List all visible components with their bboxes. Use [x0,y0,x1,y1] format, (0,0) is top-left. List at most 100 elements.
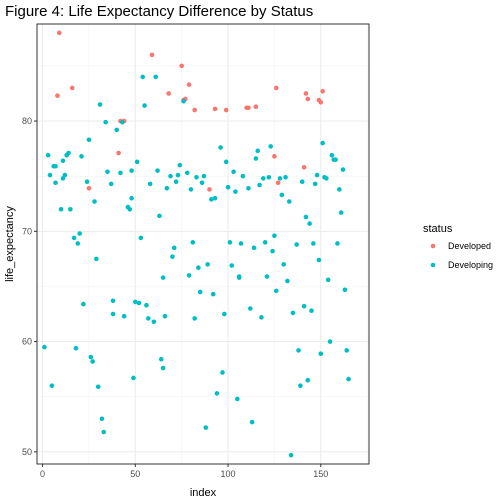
point-developing [88,354,94,360]
point-developing [197,289,203,295]
point-developing [108,181,114,187]
point-developing [266,174,272,180]
point-developing [333,157,338,162]
point-developing [134,159,140,165]
point-developing [158,356,164,362]
point-developing [247,306,253,311]
point-developing [231,169,236,175]
point-developing [286,199,292,204]
point-developing [162,313,168,319]
point-developing [209,197,214,202]
point-developing [49,383,55,389]
point-developing [338,210,344,215]
panel-border [36,23,370,465]
point-developing [337,187,342,192]
point-developing [186,273,192,278]
point-developed [275,180,281,186]
point-developed [301,165,307,170]
point-developing [103,119,108,125]
point-developed [166,91,171,96]
point-developing [94,256,99,262]
legend-label-developed: Developed [448,241,491,251]
point-developing [236,275,242,280]
chart-title: Figure 4: Life Expectancy Difference by … [5,3,313,20]
point-developing [118,170,123,176]
point-developed [192,107,197,113]
point-developing [97,102,103,107]
point-developing [170,254,175,259]
point-developing [138,235,144,241]
point-developed [320,88,325,94]
point-developed [303,91,309,96]
point-developed [69,85,75,91]
point-developing [136,300,142,306]
point-developing [229,263,235,268]
point-developed [272,154,277,159]
point-developing [58,206,64,212]
point-developing [272,233,277,239]
point-developing [62,172,68,178]
point-developing [318,351,324,357]
point-developing [151,319,157,325]
data-points [42,30,351,458]
point-developing [227,240,233,245]
point-developing [277,176,283,181]
point-developing [114,127,120,133]
point-developing [214,391,220,396]
point-developing [77,231,82,236]
point-developing [53,180,58,186]
point-developing [68,206,73,212]
point-developing [47,172,53,178]
point-developing [233,189,238,194]
legend-title: status [423,223,453,235]
point-developing [260,176,266,181]
point-developing [131,375,136,381]
point-developing [184,170,190,176]
point-developing [307,221,312,226]
point-developing [294,242,299,247]
point-developing [288,452,294,458]
point-developed [305,96,311,102]
point-developing [218,145,223,150]
point-developing [225,184,231,190]
grid-minor [37,24,369,464]
y-axis: 50 60 70 80 [22,116,37,457]
point-developing [177,162,183,168]
point-developing [155,168,160,173]
point-developing [86,137,92,143]
point-developing [110,311,116,317]
point-developing [79,154,84,159]
point-developing [203,425,209,430]
point-developing [342,287,348,293]
point-developing [281,262,286,267]
point-developed [253,104,259,110]
point-developing [262,240,268,245]
point-developing [45,152,51,158]
point-developing [314,172,320,178]
point-developing [53,163,58,169]
point-developing [220,370,225,375]
point-developing [273,288,279,294]
point-developing [268,144,273,149]
point-developing [257,182,262,188]
point-developing [210,291,216,297]
point-developing [188,187,194,192]
point-developing [309,308,314,314]
point-developing [160,275,166,280]
legend-label-developing: Developing [448,260,493,270]
point-developing [329,152,335,158]
point-developing [157,213,162,219]
x-axis-title: index [190,487,217,499]
point-developing [296,348,301,353]
point-developing [320,140,325,146]
point-developing [147,181,153,187]
point-developing [205,262,210,267]
point-developing [223,159,229,165]
point-developing [312,181,318,187]
point-developing [340,167,346,172]
point-developing [240,173,246,179]
point-developing [290,310,296,316]
point-developing [95,384,101,390]
point-developing [121,313,127,319]
